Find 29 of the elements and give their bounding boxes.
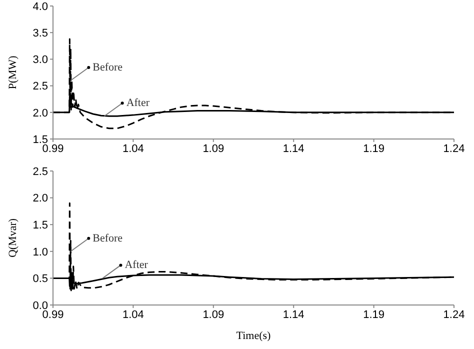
y-tick-label: 3.5 <box>32 28 48 40</box>
x-tick-label: 1.09 <box>202 308 224 321</box>
x-tick-label: 1.19 <box>363 308 385 321</box>
x-tick-label: 1.24 <box>443 142 465 155</box>
y-tick-label: 2.5 <box>32 166 48 178</box>
x-tick-label: 0.99 <box>42 142 64 155</box>
y-tick-label: 4.0 <box>32 0 48 13</box>
y-tick-label: 1.5 <box>32 220 48 232</box>
x-tick-label: 1.19 <box>363 142 385 155</box>
y-tick-label: 1.0 <box>32 246 48 258</box>
y-tick-label: 2.0 <box>32 107 48 120</box>
y-tick-label: 2.5 <box>32 80 48 93</box>
y-tick-label: 2.0 <box>32 192 48 205</box>
y-tick-label: 0.5 <box>32 273 48 286</box>
annotation: After <box>126 97 150 110</box>
x-tick-label: 1.14 <box>282 308 304 321</box>
x-axis-title: Time(s) <box>236 330 272 342</box>
x-tick-label: 1.04 <box>122 142 144 155</box>
x-tick-label: 0.99 <box>42 308 64 321</box>
annotation: Before <box>92 232 123 244</box>
y-axis-title: P(MW) <box>6 55 19 90</box>
x-tick-label: 1.04 <box>122 308 144 321</box>
annotation: Before <box>92 61 123 74</box>
y-axis-title: Q(Mvar) <box>6 218 19 258</box>
y-tick-label: 3.0 <box>32 54 48 66</box>
annotation: After <box>124 259 148 272</box>
x-tick-label: 1.24 <box>443 308 465 321</box>
x-tick-label: 1.14 <box>282 142 304 155</box>
x-tick-label: 1.09 <box>202 142 224 155</box>
